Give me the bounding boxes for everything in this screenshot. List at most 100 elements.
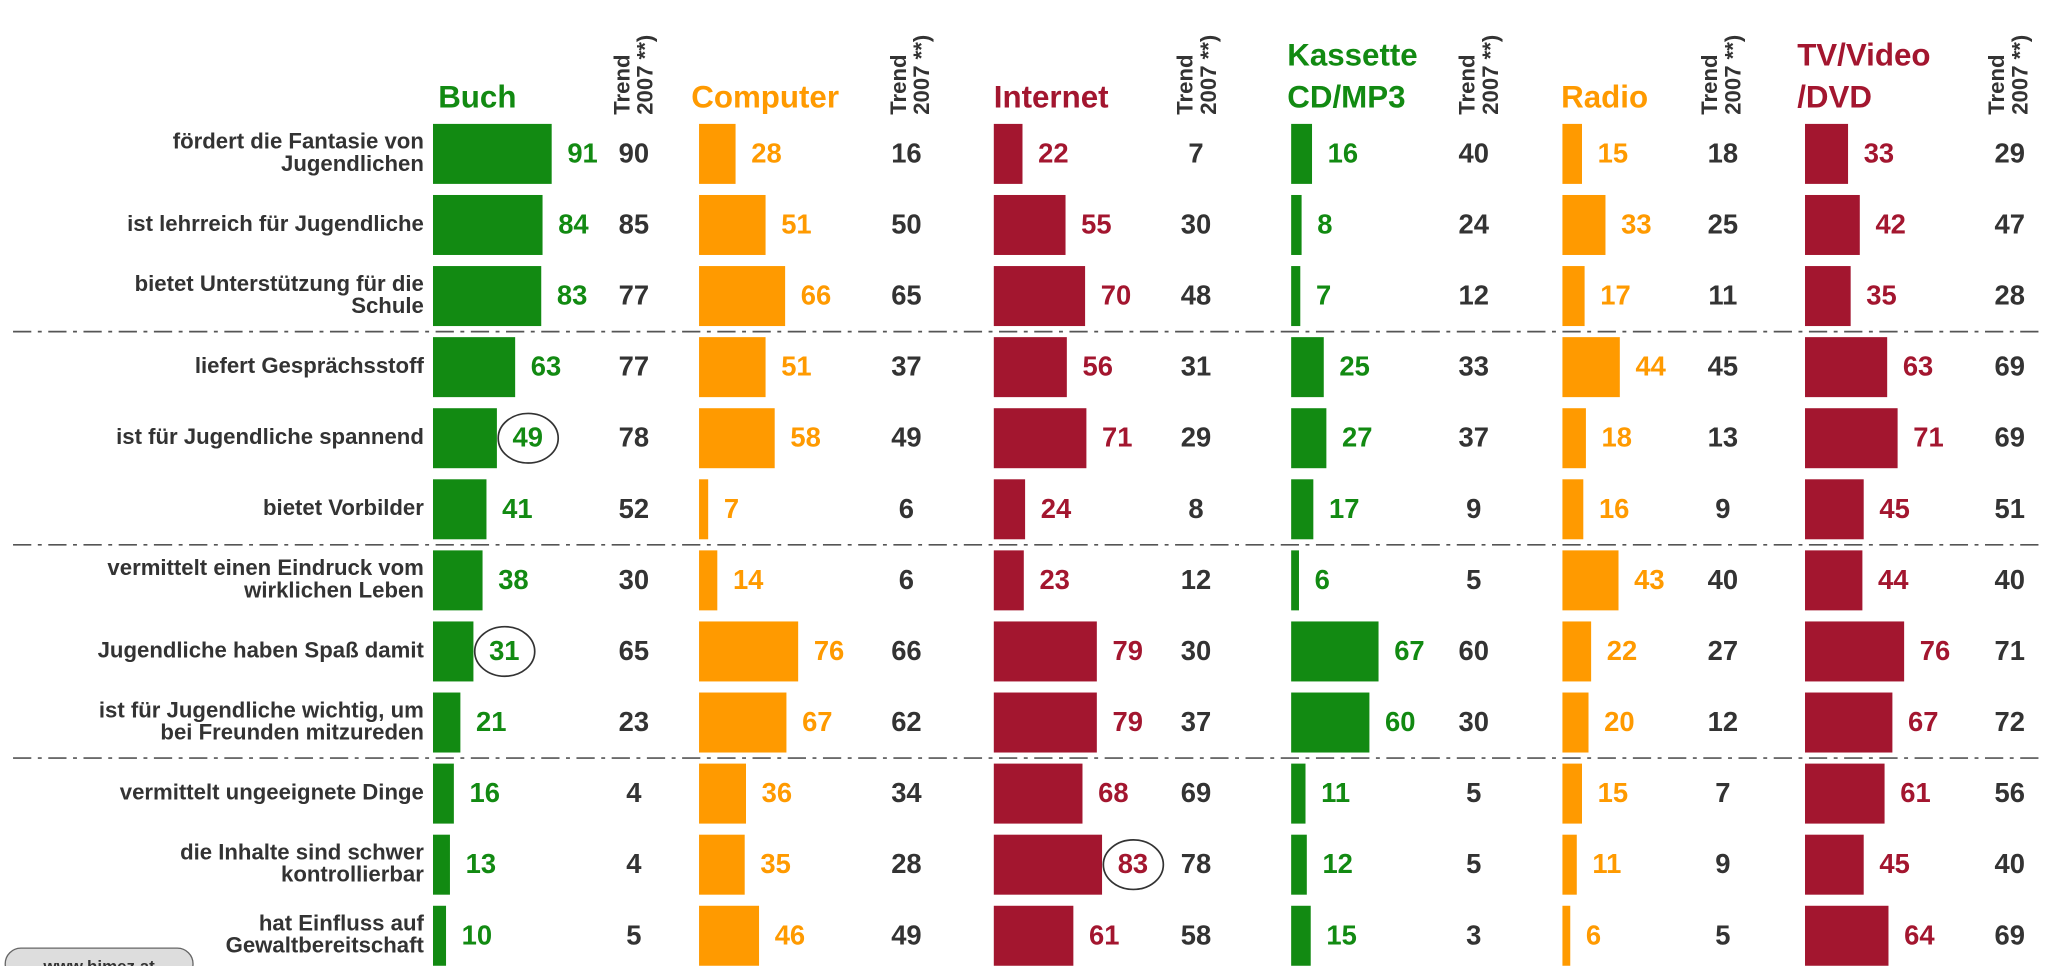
bar [1291,123,1313,184]
bar [1291,834,1307,895]
value-label: 7 [724,493,739,524]
trend-value: 78 [619,422,649,453]
category-label: bei Freunden mitzureden [160,719,423,744]
trend-value: 5 [626,919,641,950]
value-label: 60 [1385,706,1415,737]
trend-value: 29 [1995,137,2025,168]
trend-value: 69 [1995,919,2025,950]
bar [1562,266,1585,327]
trend-value: 77 [619,351,649,382]
value-label: 45 [1879,848,1909,879]
trend-value: 37 [1181,706,1211,737]
category-label: ist für Jugendliche wichtig, um [99,697,424,722]
value-label: 11 [1321,777,1350,808]
value-label: 45 [1879,493,1909,524]
trend-value: 4 [626,848,642,879]
value-label: 49 [513,422,543,453]
trend-value: 6 [899,493,914,524]
bar [699,266,786,327]
trend-value: 30 [1181,209,1211,240]
value-label: 14 [733,564,764,595]
trend-value: 49 [891,422,921,453]
bar [699,834,745,895]
value-label: 51 [781,351,811,382]
bar [1805,550,1863,611]
trend-value: 37 [1459,422,1489,453]
bar [699,621,799,682]
value-label: 58 [790,422,820,453]
trend-value: 8 [1188,493,1203,524]
trend-header: 2007 **) [1720,35,1745,115]
series-name: CD/MP3 [1287,79,1405,114]
value-label: 91 [567,137,597,168]
value-label: 35 [1866,280,1896,311]
bar [699,337,766,398]
logo-box [4,947,194,966]
category-label: kontrollierbar [281,862,424,887]
trend-value: 37 [891,351,921,382]
value-label: 36 [762,777,792,808]
trend-value: 69 [1995,422,2025,453]
bar [432,266,542,327]
bar [1562,337,1620,398]
trend-value: 40 [1995,848,2025,879]
category-label: bietet Unterstützung für die [135,271,424,296]
bar [993,123,1023,184]
bar [699,123,736,184]
trend-value: 69 [1181,777,1211,808]
category-label: liefert Gesprächsstoff [195,353,425,378]
value-label: 15 [1326,919,1356,950]
bar [432,905,447,966]
trend-value: 78 [1181,848,1211,879]
value-label: 66 [801,280,831,311]
category-label: ist lehrreich für Jugendliche [127,211,424,236]
bar [1291,905,1311,966]
category-label: ist für Jugendliche spannend [116,424,424,449]
trend-value: 62 [891,706,921,737]
value-label: 67 [802,706,832,737]
value-label: 21 [476,706,506,737]
value-label: 20 [1604,706,1634,737]
value-label: 61 [1089,919,1119,950]
value-label: 43 [1634,564,1664,595]
trend-value: 12 [1181,564,1211,595]
bar [432,550,483,611]
bar [1805,834,1864,895]
value-label: 67 [1394,635,1424,666]
value-label: 17 [1329,493,1359,524]
bar [1805,692,1893,753]
category-label: hat Einfluss auf [259,911,425,936]
value-label: 33 [1864,137,1894,168]
value-label: 79 [1112,706,1142,737]
bar [1562,123,1582,184]
bar [1562,763,1582,824]
value-label: 33 [1621,209,1651,240]
bar [1562,621,1592,682]
trend-value: 60 [1459,635,1489,666]
bar [993,194,1066,255]
bar [1562,194,1606,255]
value-label: 56 [1082,351,1112,382]
trend-value: 30 [1181,635,1211,666]
bar [993,692,1097,753]
trend-value: 4 [626,777,642,808]
bar [993,905,1074,966]
bar [699,550,718,611]
bar [1291,550,1299,611]
trend-value: 29 [1181,422,1211,453]
value-label: 76 [814,635,844,666]
bar [432,123,552,184]
value-label: 7 [1316,280,1331,311]
trend-value: 9 [1466,493,1481,524]
bar [1562,550,1619,611]
bar [993,266,1086,327]
trend-value: 7 [1715,777,1730,808]
bar [432,408,497,469]
value-label: 13 [466,848,496,879]
series-name: Computer [691,79,839,114]
value-label: 27 [1342,422,1372,453]
trend-header: Trend [609,54,634,114]
bar [993,408,1087,469]
value-label: 11 [1592,848,1621,879]
